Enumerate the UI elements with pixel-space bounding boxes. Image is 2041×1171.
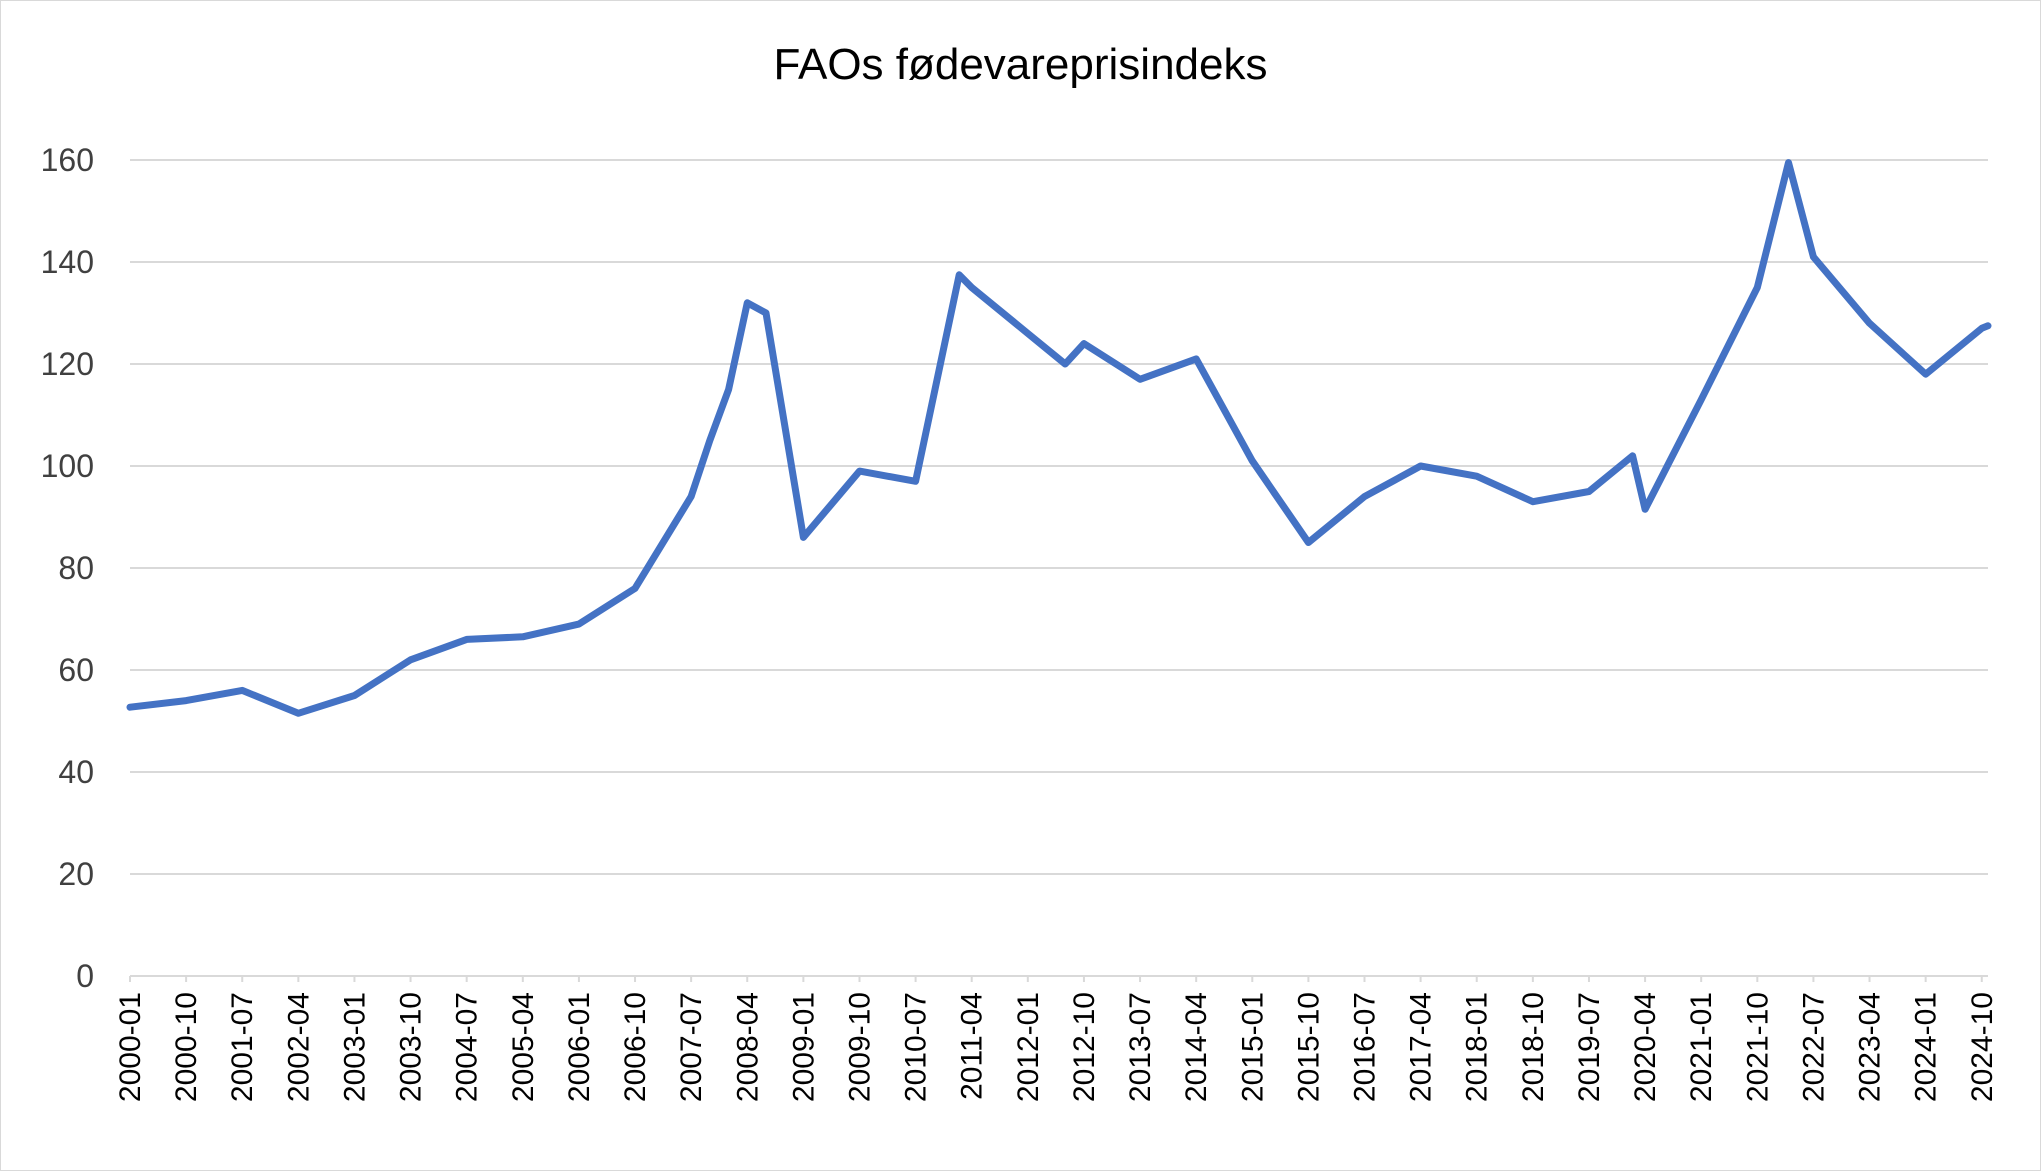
y-tick-label: 60 (58, 652, 94, 688)
x-tick-label: 2018-01 (1461, 992, 1494, 1102)
x-tick-label: 2014-04 (1180, 992, 1213, 1102)
x-tick-label: 2010-07 (900, 992, 933, 1102)
x-tick-label: 2024-01 (1910, 992, 1943, 1102)
x-tick-label: 2001-07 (226, 992, 259, 1102)
x-tick-label: 2005-04 (507, 992, 540, 1102)
x-tick-label: 2023-04 (1854, 992, 1887, 1102)
x-tick-label: 2021-10 (1741, 992, 1774, 1102)
y-tick-label: 140 (41, 244, 94, 280)
series-line-0 (126, 159, 1992, 717)
x-tick-label: 2017-04 (1405, 992, 1438, 1102)
x-axis-ticks: 2000-01 2000-10 2001-07 2002-04 2003-01 2003-… (114, 976, 1999, 1102)
x-tick-label: 2004-07 (451, 992, 484, 1102)
x-tick-label: 2015-01 (1236, 992, 1269, 1102)
y-axis-ticks: 0 20 40 60 80 100 120 140 160 (41, 142, 94, 994)
x-tick-label: 2009-10 (843, 992, 876, 1102)
x-tick-label: 2000-01 (114, 992, 147, 1102)
x-tick-label: 2018-10 (1517, 992, 1550, 1102)
y-tick-label: 20 (58, 856, 94, 892)
x-tick-label: 2012-01 (1012, 992, 1045, 1102)
y-tick-label: 0 (76, 958, 94, 994)
x-tick-label: 2003-01 (338, 992, 371, 1102)
y-tick-label: 160 (41, 142, 94, 178)
x-tick-label: 2019-07 (1573, 992, 1606, 1102)
x-tick-label: 2022-07 (1797, 992, 1830, 1102)
x-tick-label: 2009-01 (787, 992, 820, 1102)
y-tick-label: 120 (41, 346, 94, 382)
y-tick-label: 100 (41, 448, 94, 484)
x-tick-label: 2011-04 (956, 992, 989, 1100)
x-tick-label: 2020-04 (1629, 992, 1662, 1102)
x-tick-label: 2016-07 (1349, 992, 1382, 1102)
gridlines (130, 159, 1988, 977)
x-tick-label: 2007-07 (675, 992, 708, 1102)
x-tick-label: 2024-10 (1966, 992, 1999, 1102)
x-tick-label: 2015-10 (1292, 992, 1325, 1102)
y-tick-label: 40 (58, 754, 94, 790)
series-layer (126, 159, 1992, 717)
x-tick-label: 2021-01 (1685, 992, 1718, 1102)
x-tick-label: 2003-10 (395, 992, 428, 1102)
y-tick-label: 80 (58, 550, 94, 586)
x-tick-label: 2002-04 (282, 992, 315, 1102)
x-tick-label: 2012-10 (1068, 992, 1101, 1102)
x-tick-label: 2008-04 (731, 992, 764, 1102)
x-tick-label: 2000-10 (170, 992, 203, 1102)
x-tick-label: 2006-01 (563, 992, 596, 1102)
chart-title: FAOs fødevareprisindeks (773, 40, 1268, 89)
x-tick-label: 2013-07 (1124, 992, 1157, 1102)
x-tick-label: 2006-10 (619, 992, 652, 1102)
